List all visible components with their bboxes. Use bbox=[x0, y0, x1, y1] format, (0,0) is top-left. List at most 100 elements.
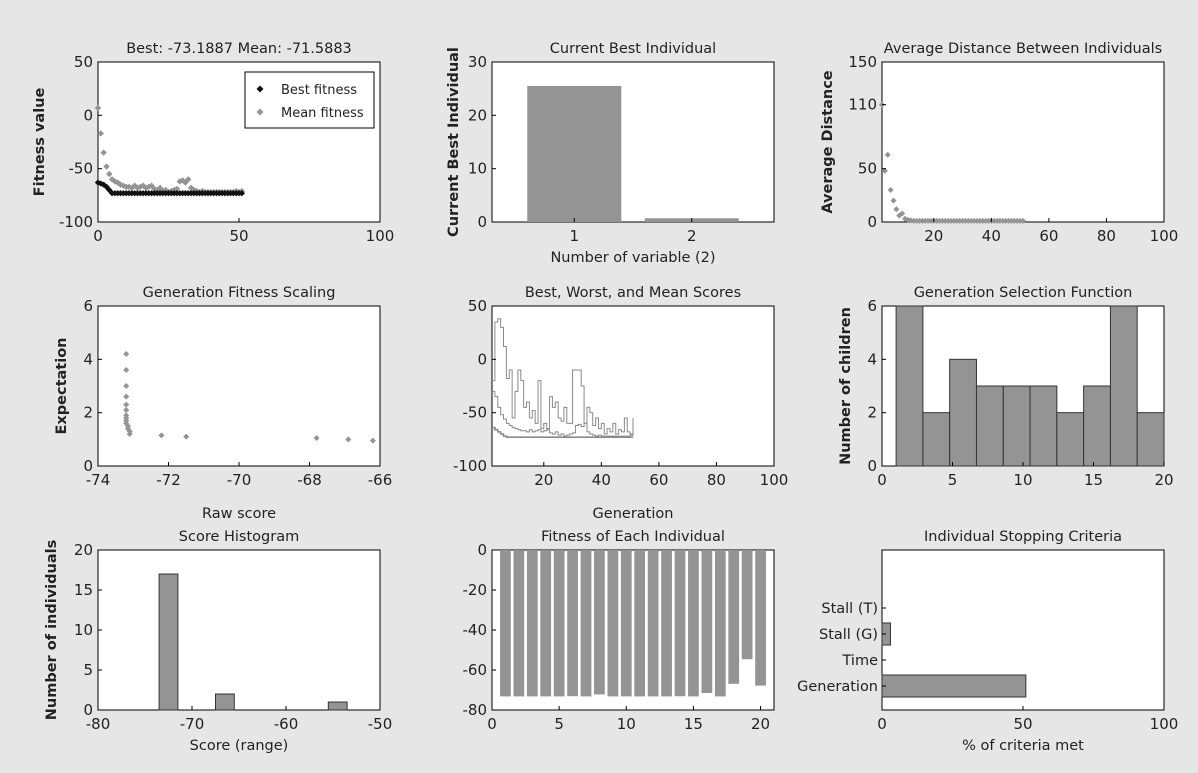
expectation-point bbox=[126, 431, 133, 437]
mean-score-line bbox=[492, 390, 634, 437]
best-individual-ytick-label: 0 bbox=[477, 213, 487, 231]
selection-xtick-label: 15 bbox=[1084, 471, 1103, 489]
distance-point bbox=[884, 151, 891, 158]
legend-entry-mean: Mean fitness bbox=[281, 106, 364, 121]
scores-xtick-label: 100 bbox=[760, 471, 789, 489]
expectation-point bbox=[369, 437, 376, 444]
legend-box bbox=[244, 71, 375, 129]
scores-title: Best, Worst, and Mean Scores bbox=[525, 285, 741, 301]
individuals-plot-area bbox=[491, 549, 775, 711]
scores-xlabel: Generation bbox=[593, 506, 674, 522]
stopping-xtick-label: 0 bbox=[877, 715, 887, 733]
variable-bar bbox=[527, 86, 622, 222]
expectation-point bbox=[313, 435, 320, 441]
histogram-xlabel: Score (range) bbox=[190, 738, 289, 754]
distance-point bbox=[899, 210, 906, 217]
histogram-xtick-label: -50 bbox=[368, 715, 393, 733]
fitness-xtick-label: 50 bbox=[229, 227, 248, 245]
scaling-xtick-label: -74 bbox=[86, 471, 111, 489]
histogram-xtick-label: -80 bbox=[86, 715, 111, 733]
distance-xtick-label: 80 bbox=[1097, 227, 1116, 245]
scores-ytick-label: 0 bbox=[477, 350, 487, 368]
selection-bin-bar bbox=[922, 412, 951, 467]
distance-xtick-label: 40 bbox=[982, 227, 1001, 245]
individuals-xtick-label: 0 bbox=[487, 715, 497, 733]
best-fitness-point bbox=[238, 190, 246, 197]
distance-point bbox=[887, 187, 894, 193]
fitness-ytick-label: -50 bbox=[69, 160, 94, 178]
mean-fitness-point bbox=[108, 176, 116, 183]
individual-fitness-bar bbox=[701, 550, 713, 693]
best-fitness-point bbox=[106, 186, 113, 194]
distance-ylabel: Average Distance bbox=[820, 70, 836, 213]
distance-plot-area bbox=[881, 61, 1165, 223]
fitness-xtick-label: 0 bbox=[93, 227, 103, 245]
individual-fitness-bar bbox=[580, 550, 592, 697]
criteria-label: Generation bbox=[797, 679, 878, 695]
selection-ytick-label: 0 bbox=[867, 457, 877, 475]
individual-fitness-bar bbox=[526, 550, 538, 697]
scaling-ytick-label: 2 bbox=[83, 404, 93, 422]
individuals-ytick-label: -80 bbox=[463, 701, 488, 719]
distance-xtick-label: 60 bbox=[1039, 227, 1058, 245]
selection-bin-bar bbox=[975, 385, 1004, 467]
individual-fitness-bar bbox=[553, 550, 565, 697]
selection-title: Generation Selection Function bbox=[914, 285, 1133, 301]
scores-xtick-label: 80 bbox=[707, 471, 726, 489]
stopping-xlabel: % of criteria met bbox=[962, 738, 1084, 754]
best-score-line bbox=[492, 426, 633, 438]
scaling-xtick-label: -68 bbox=[297, 471, 322, 489]
scores-ytick-label: 50 bbox=[468, 297, 487, 315]
legend-marker-mean bbox=[256, 108, 264, 116]
mean-fitness-point bbox=[103, 163, 110, 170]
selection-xtick-label: 10 bbox=[1013, 471, 1032, 489]
mean-fitness-point bbox=[111, 178, 119, 185]
scores-xtick-label: 20 bbox=[534, 471, 553, 489]
individual-fitness-bar bbox=[634, 550, 646, 697]
scores-ytick-label: -50 bbox=[463, 404, 488, 422]
individual-fitness-bar bbox=[661, 550, 672, 697]
mean-fitness-point bbox=[94, 104, 102, 112]
mean-fitness-point bbox=[100, 149, 107, 156]
fitness-ytick-label: 50 bbox=[74, 53, 93, 71]
individuals-xtick-label: 15 bbox=[684, 715, 703, 733]
distance-point bbox=[1020, 217, 1026, 224]
individual-fitness-bar bbox=[688, 550, 699, 697]
individuals-ytick-label: -40 bbox=[463, 621, 488, 639]
expectation-point bbox=[123, 383, 130, 389]
individual-fitness-bar bbox=[513, 550, 525, 697]
distance-xtick-label: 20 bbox=[924, 227, 943, 245]
selection-xtick-label: 0 bbox=[877, 471, 887, 489]
individuals-xtick-label: 20 bbox=[751, 715, 770, 733]
selection-xtick-label: 5 bbox=[948, 471, 958, 489]
distance-panel: 20 40 60 80 100 0 50 110 150 Average Distance Bet… bbox=[820, 41, 1178, 245]
distance-ytick-label: 110 bbox=[848, 96, 877, 114]
histogram-ytick-label: 5 bbox=[83, 661, 93, 679]
best-individual-ytick-label: 10 bbox=[468, 160, 487, 178]
scaling-ytick-label: 4 bbox=[83, 350, 93, 368]
histogram-xtick-label: -60 bbox=[274, 715, 299, 733]
variable-category-label: 2 bbox=[687, 227, 697, 245]
expectation-point bbox=[123, 351, 130, 357]
distance-ytick-label: 50 bbox=[858, 160, 877, 178]
legend-entry-best: Best fitness bbox=[281, 83, 357, 98]
scores-ytick-label: -100 bbox=[453, 457, 487, 475]
individual-fitness-bar bbox=[714, 550, 726, 697]
selection-bin-bar bbox=[1029, 385, 1058, 467]
criteria-label: Stall (T) bbox=[821, 601, 878, 617]
best-individual-title: Current Best Individual bbox=[550, 41, 716, 57]
histogram-plot-area bbox=[97, 549, 381, 711]
scaling-ytick-label: 0 bbox=[83, 457, 93, 475]
mean-fitness-point bbox=[185, 176, 192, 183]
individual-fitness-bar bbox=[594, 550, 605, 695]
distance-xtick-label: 100 bbox=[1150, 227, 1179, 245]
distance-point bbox=[890, 197, 897, 204]
distance-point bbox=[893, 206, 900, 213]
individual-fitness-bar bbox=[674, 550, 686, 697]
scaling-xlabel: Raw score bbox=[202, 506, 276, 522]
individuals-xtick-label: 10 bbox=[617, 715, 636, 733]
mean-fitness-point bbox=[142, 184, 150, 192]
scores-panel: 20 40 60 80 100 -100 -50 0 50 Best, Worst, and Me… bbox=[453, 285, 788, 522]
